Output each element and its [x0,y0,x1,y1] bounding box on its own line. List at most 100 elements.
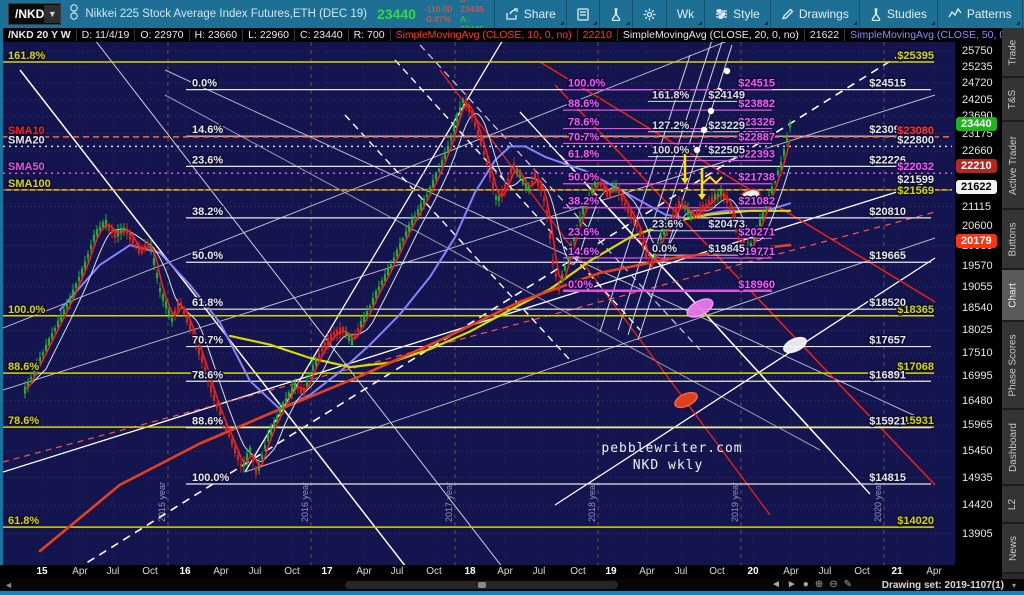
dot-icon[interactable]: ● [802,579,809,590]
time-axis-tick: Apr [639,566,655,577]
study-value: 21622 [805,29,846,41]
link-icon[interactable] [69,3,79,26]
time-axis-tick: 19 [605,566,617,577]
zoom-in-icon[interactable]: ⊕ [814,579,824,590]
menu-button[interactable] [1021,0,1024,28]
svg-text:88.6%: 88.6% [568,98,599,110]
svg-text:$20473: $20473 [708,219,745,231]
svg-text:$21599: $21599 [897,174,934,186]
svg-text:78.6%: 78.6% [192,369,223,381]
time-axis-tick: Apr [926,566,942,577]
style-button[interactable]: Style [704,0,770,28]
svg-text:78.6%: 78.6% [568,117,599,129]
sidebar-tab-phase-scores[interactable]: Phase Scores [1002,322,1024,410]
svg-text:14.6%: 14.6% [192,124,223,136]
sidebar-tab-l2[interactable]: L2 [1002,486,1024,524]
svg-text:$19665: $19665 [869,250,906,262]
svg-text:$22505: $22505 [708,145,745,157]
zoom-out-icon[interactable]: ⊖ [829,579,838,590]
svg-text:$19845: $19845 [708,243,745,255]
notes-button[interactable] [565,0,599,28]
time-axis[interactable]: 15 Apr Jul Oct 16 Apr Jul Oct 17 Apr Jul Oct 18 Apr Ju… [0,565,1002,579]
svg-text:50.0%: 50.0% [568,172,599,184]
svg-text:NKD wkly: NKD wkly [633,458,704,473]
time-axis-tick: Jul [248,566,262,577]
svg-text:23.6%: 23.6% [192,154,223,166]
price-axis-tick: 19055 [962,280,993,293]
sidebar-tab-buttons[interactable]: Buttons [1002,210,1024,270]
time-axis-tick: 20 [747,566,759,577]
svg-text:161.8%: 161.8% [652,89,690,101]
svg-text:61.8%: 61.8% [568,149,599,161]
svg-text:$17068: $17068 [897,361,934,373]
flask-icon [610,7,622,21]
scroll-left-icon[interactable]: ◄ [4,580,13,590]
svg-text:$15921: $15921 [869,416,906,428]
price-axis-tick: 15450 [962,445,993,458]
sidebar-tab-t-s[interactable]: T&S [1002,78,1024,122]
svg-text:50.0%: 50.0% [192,250,223,262]
symbol-selector[interactable]: /NKD ▼ [8,3,62,25]
time-axis-tick: Apr [783,566,799,577]
svg-text:70.7%: 70.7% [192,335,223,347]
time-axis-tick: Apr [497,566,513,577]
price-axis-tick: 16995 [962,370,993,383]
svg-text:SMA10: SMA10 [8,125,45,137]
svg-text:100.0%: 100.0% [568,78,606,90]
svg-text:$22226: $22226 [869,154,906,166]
settings-button[interactable] [631,0,666,28]
sidebar-tab-chart[interactable]: Chart [1002,270,1024,322]
price-axis[interactable]: 2575025235247202420523690231752266021115… [955,42,1002,565]
chart-plot-area[interactable]: 2015 year 2016 year 2017 year 2018 year 2019… [2,27,955,593]
time-axis-tick: 16 [179,566,191,577]
ohlc-field: R: 700 [349,29,391,41]
svg-text:$23099: $23099 [869,124,906,136]
draw-icon[interactable]: ✎ [843,579,852,590]
chart-symbol-timeframe: /NKD 20 Y W [3,29,77,41]
scrollbar-thumb[interactable] [478,582,486,588]
price-axis-tick: 24205 [962,93,993,106]
drawings-button[interactable]: Drawings [769,0,859,28]
svg-text:$23229: $23229 [708,120,745,132]
bottom-strip: ◄ ◄ ► ● ⊕ ⊖ ✎ Drawing set: 2019-1107(1) ▾ [0,579,1024,591]
time-axis-tick: Jul [390,566,404,577]
sidebar-tab-active-trader[interactable]: Active Trader [1002,122,1024,210]
svg-text:2015 year: 2015 year [157,482,167,522]
last-price: 23440 [377,6,416,22]
pan-left-icon[interactable]: ◄ [770,579,781,590]
svg-text:88.6%: 88.6% [192,416,223,428]
patterns-button[interactable]: Patterns [936,0,1022,28]
time-axis-tick: Apr [213,566,229,577]
drawing-set-label[interactable]: Drawing set: 2019-1107(1) [881,580,1004,591]
study-label[interactable]: SimpleMovingAvg (CLOSE, 20, 0, no) [618,29,805,41]
svg-text:$24515: $24515 [738,78,775,90]
time-axis-tick: Apr [72,566,88,577]
time-axis-tick: Jul [818,566,832,577]
pattern-icon [948,8,962,20]
studies-button[interactable]: Studies [858,0,937,28]
svg-text:0.0%: 0.0% [652,243,677,255]
time-axis-tick: Jul [532,566,546,577]
drawing-set-caret-icon[interactable]: ▾ [1011,581,1016,590]
share-button[interactable]: Share [493,0,566,28]
sidebar-tab-trade[interactable]: Trade [1002,28,1024,78]
candlestick-chart[interactable]: 2015 year 2016 year 2017 year 2018 year 2019… [2,27,955,593]
svg-text:$20810: $20810 [869,206,906,218]
study-label[interactable]: SimpleMovingAvg (CLOSE, 50, 0, no) [845,29,1003,41]
ohlc-field: C: 23440 [295,29,349,41]
svg-text:100.0%: 100.0% [8,304,46,316]
price-badge: 22210 [956,158,997,173]
time-axis-tick: Oct [142,566,158,577]
quick-study-button[interactable] [598,0,632,28]
horizontal-scrollbar[interactable] [345,581,618,589]
pan-right-icon[interactable]: ► [786,579,797,590]
svg-text:38.2%: 38.2% [568,196,599,208]
timeframe-button[interactable]: Wk [665,0,704,28]
study-label[interactable]: SimpleMovingAvg (CLOSE, 10, 0, no) [391,29,578,41]
sidebar-tab-news[interactable]: News [1002,524,1024,574]
svg-text:$22887: $22887 [738,131,775,143]
chevron-down-icon[interactable]: ▼ [44,5,61,23]
sidebar-tab-dashboard[interactable]: Dashboard [1002,410,1024,486]
svg-text:$23326: $23326 [738,117,775,129]
